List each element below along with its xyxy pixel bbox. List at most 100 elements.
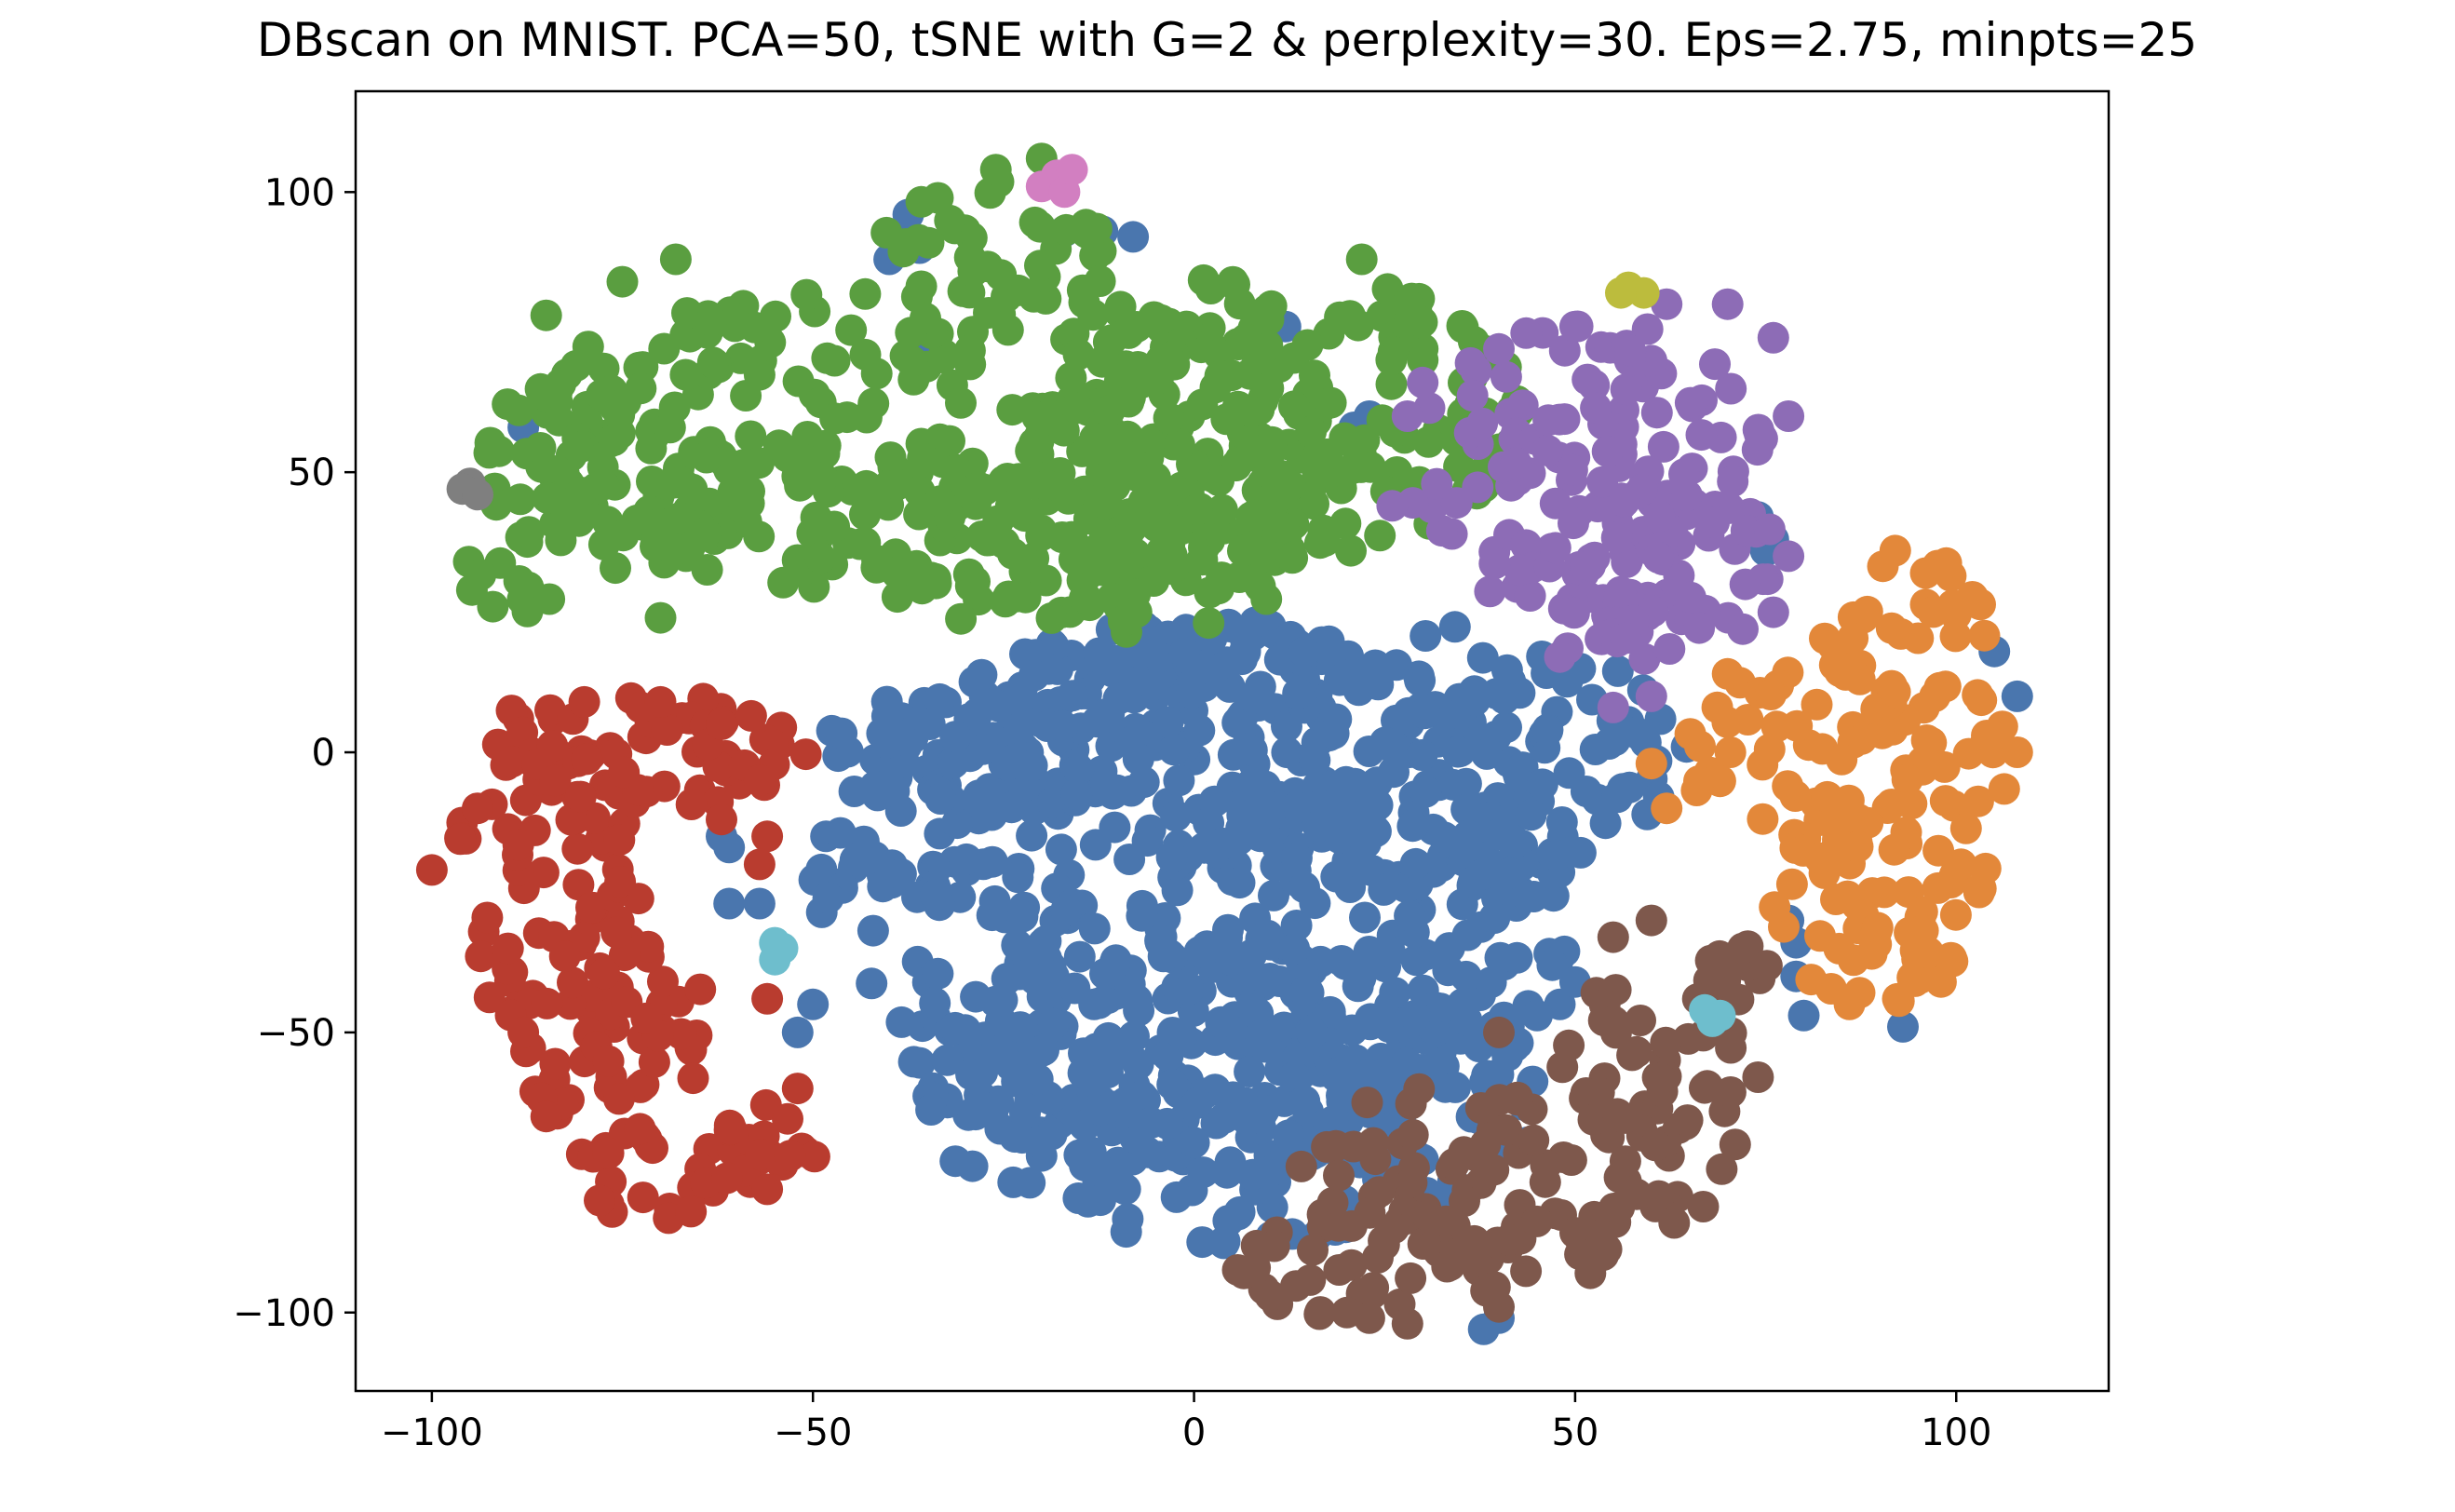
data-point	[1368, 873, 1400, 906]
data-point	[1727, 932, 1759, 965]
data-point	[1219, 268, 1250, 301]
data-point	[1362, 1241, 1394, 1274]
data-point	[870, 727, 903, 759]
data-point	[1449, 1185, 1480, 1218]
data-point	[1924, 965, 1957, 998]
data-point	[1253, 790, 1286, 823]
data-point	[953, 334, 986, 367]
data-point	[1223, 867, 1256, 899]
data-point	[1719, 1128, 1751, 1161]
data-point	[945, 602, 978, 635]
data-point	[1501, 941, 1533, 974]
chart-title: DBscan on MNIST. PCA=50, tSNE with G=2 &…	[257, 13, 2197, 67]
data-point	[1963, 876, 1995, 909]
data-point	[1101, 774, 1133, 806]
data-point	[1755, 679, 1787, 710]
data-point	[1454, 346, 1487, 379]
data-point	[1772, 770, 1804, 803]
data-point	[1022, 1126, 1055, 1158]
cluster-purple	[1376, 288, 1805, 723]
data-point	[1120, 596, 1153, 628]
data-point	[600, 916, 633, 949]
data-point	[1233, 1103, 1264, 1136]
data-point	[1021, 1063, 1054, 1096]
data-point	[1237, 682, 1270, 714]
data-point	[1597, 921, 1629, 953]
data-point	[1409, 697, 1441, 730]
data-point	[1320, 860, 1353, 893]
data-point	[1215, 359, 1248, 392]
data-point	[1016, 819, 1048, 852]
data-point	[1919, 680, 1951, 712]
data-point	[1210, 403, 1243, 436]
data-point	[857, 387, 890, 420]
data-point	[1531, 714, 1564, 747]
x-tick-label: 0	[1182, 1411, 1206, 1454]
data-point	[415, 854, 448, 886]
data-point	[1025, 1035, 1058, 1068]
data-point	[1278, 932, 1311, 965]
x-tick-label: 100	[1921, 1411, 1991, 1454]
data-point	[1349, 901, 1381, 934]
data-point	[1399, 847, 1432, 880]
data-point	[527, 857, 560, 889]
data-point	[1674, 718, 1706, 750]
data-point	[706, 708, 737, 740]
data-point	[1277, 390, 1310, 423]
data-point	[1079, 423, 1112, 454]
data-point	[1451, 919, 1484, 952]
data-point	[789, 738, 822, 771]
data-point	[600, 552, 631, 585]
data-point	[1342, 970, 1374, 1003]
data-point	[1131, 825, 1164, 857]
data-point	[1478, 902, 1511, 935]
data-point	[1194, 576, 1226, 609]
data-point	[949, 1014, 981, 1046]
data-point	[996, 394, 1029, 426]
data-point	[1757, 596, 1789, 628]
data-point	[1514, 580, 1546, 612]
data-point	[1121, 311, 1153, 343]
data-point	[1272, 1119, 1304, 1152]
data-point	[1431, 1250, 1464, 1283]
data-point	[870, 216, 903, 249]
data-point	[1653, 633, 1686, 665]
data-point	[1608, 485, 1640, 518]
data-point	[1141, 362, 1174, 395]
data-point	[1045, 833, 1077, 866]
data-point	[1212, 1205, 1245, 1237]
data-point	[1404, 664, 1437, 696]
cluster-brown	[1221, 904, 1783, 1340]
data-point	[1556, 453, 1588, 486]
data-point	[1843, 663, 1876, 695]
data-point	[503, 394, 535, 426]
data-point	[1238, 499, 1271, 532]
data-point	[1118, 1020, 1150, 1053]
data-point	[545, 524, 577, 557]
data-point	[1851, 595, 1883, 628]
data-point	[1315, 386, 1347, 419]
data-point	[1478, 547, 1511, 580]
data-point	[1571, 363, 1604, 396]
data-point	[1364, 520, 1396, 552]
data-point	[939, 721, 972, 753]
data-point	[1030, 564, 1062, 597]
data-point	[804, 542, 837, 574]
data-point	[881, 581, 913, 614]
data-point	[1759, 891, 1791, 924]
data-point	[675, 1195, 708, 1228]
data-point	[1099, 644, 1131, 677]
data-point	[1163, 428, 1195, 461]
data-point	[1410, 620, 1442, 652]
data-point	[1635, 748, 1667, 780]
data-point	[1158, 734, 1191, 766]
data-point	[1500, 826, 1531, 858]
data-point	[906, 573, 938, 605]
data-point	[1687, 1191, 1720, 1222]
data-point	[1602, 1100, 1635, 1132]
data-point	[1250, 583, 1283, 615]
data-point	[805, 853, 838, 885]
data-point	[919, 987, 951, 1019]
data-point	[1396, 1118, 1429, 1151]
data-point	[1939, 620, 1972, 653]
